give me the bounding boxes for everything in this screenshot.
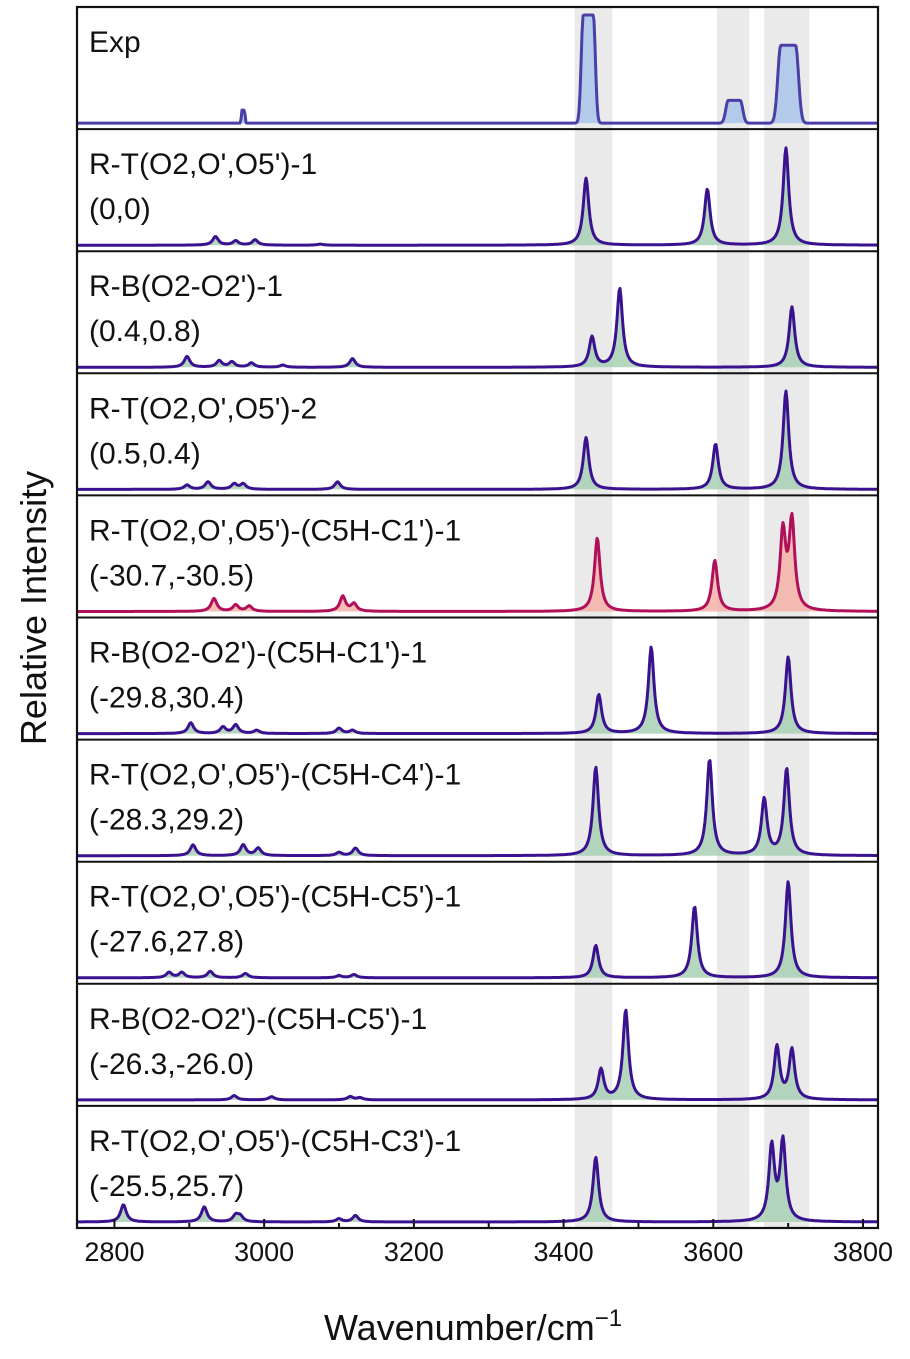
- y-axis-title: Relative Intensity: [13, 471, 54, 745]
- panel-1: R-T(O2,O',O5')-1 (0,0): [78, 148, 877, 245]
- panel-energy-2: (0.4,0.8): [89, 315, 201, 348]
- panel-4: R-T(O2,O',O5')-(C5H-C1')-1 (-30.7,-30.5): [78, 513, 877, 611]
- panel-2: R-B(O2-O2')-1 (0.4,0.8): [78, 270, 877, 367]
- panel-energy-5: (-29.8,30.4): [89, 682, 244, 715]
- panel-energy-6: (-28.3,29.2): [89, 804, 244, 837]
- panel-label-1: R-T(O2,O',O5')-1: [89, 148, 317, 181]
- x-tick-label-3200: 3200: [384, 1237, 444, 1267]
- panel-energy-3: (0.5,0.4): [89, 437, 201, 470]
- panel-6: R-T(O2,O',O5')-(C5H-C4')-1 (-28.3,29.2): [78, 759, 877, 856]
- panel-label-2: R-B(O2-O2')-1: [89, 270, 283, 303]
- panel-label-4: R-T(O2,O',O5')-(C5H-C1')-1: [89, 514, 461, 547]
- panel-label-0: Exp: [89, 26, 141, 59]
- panel-energy-9: (-25.5,25.7): [89, 1170, 244, 1203]
- panel-3: R-T(O2,O',O5')-2 (0.5,0.4): [78, 391, 877, 489]
- panel-label-7: R-T(O2,O',O5')-(C5H-C5')-1: [89, 881, 461, 914]
- panel-9: R-T(O2,O',O5')-(C5H-C3')-1 (-25.5,25.7): [78, 1125, 877, 1222]
- panel-8: R-B(O2-O2')-(C5H-C5')-1 (-26.3,-26.0): [78, 1003, 877, 1100]
- x-tick-label-3400: 3400: [534, 1237, 594, 1267]
- spectrum-fill-0: [78, 15, 877, 123]
- panel-energy-1: (0,0): [89, 193, 151, 226]
- panel-label-6: R-T(O2,O',O5')-(C5H-C4')-1: [89, 759, 461, 792]
- panel-5: R-B(O2-O2')-(C5H-C1')-1 (-29.8,30.4): [78, 637, 877, 734]
- panel-energy-4: (-30.7,-30.5): [89, 559, 254, 592]
- panel-label-8: R-B(O2-O2')-(C5H-C5')-1: [89, 1003, 427, 1036]
- x-tick-label-3600: 3600: [683, 1237, 743, 1267]
- chart-frame: [77, 7, 878, 1228]
- panel-energy-8: (-26.3,-26.0): [89, 1048, 254, 1081]
- panel-7: R-T(O2,O',O5')-(C5H-C5')-1 (-27.6,27.8): [78, 881, 877, 978]
- panel-label-9: R-T(O2,O',O5')-(C5H-C3')-1: [89, 1125, 461, 1158]
- x-tick-label-2800: 2800: [84, 1237, 144, 1267]
- x-tick-label-3800: 3800: [833, 1237, 893, 1267]
- panel-label-3: R-T(O2,O',O5')-2: [89, 392, 317, 425]
- spectrum-line-0: [78, 15, 877, 123]
- panel-0: Exp: [78, 15, 877, 123]
- panel-label-5: R-B(O2-O2')-(C5H-C1')-1: [89, 637, 427, 670]
- x-axis-title: Wavenumber/cm−1: [324, 1305, 622, 1348]
- panel-energy-7: (-27.6,27.8): [89, 926, 244, 959]
- x-tick-label-3000: 3000: [234, 1237, 294, 1267]
